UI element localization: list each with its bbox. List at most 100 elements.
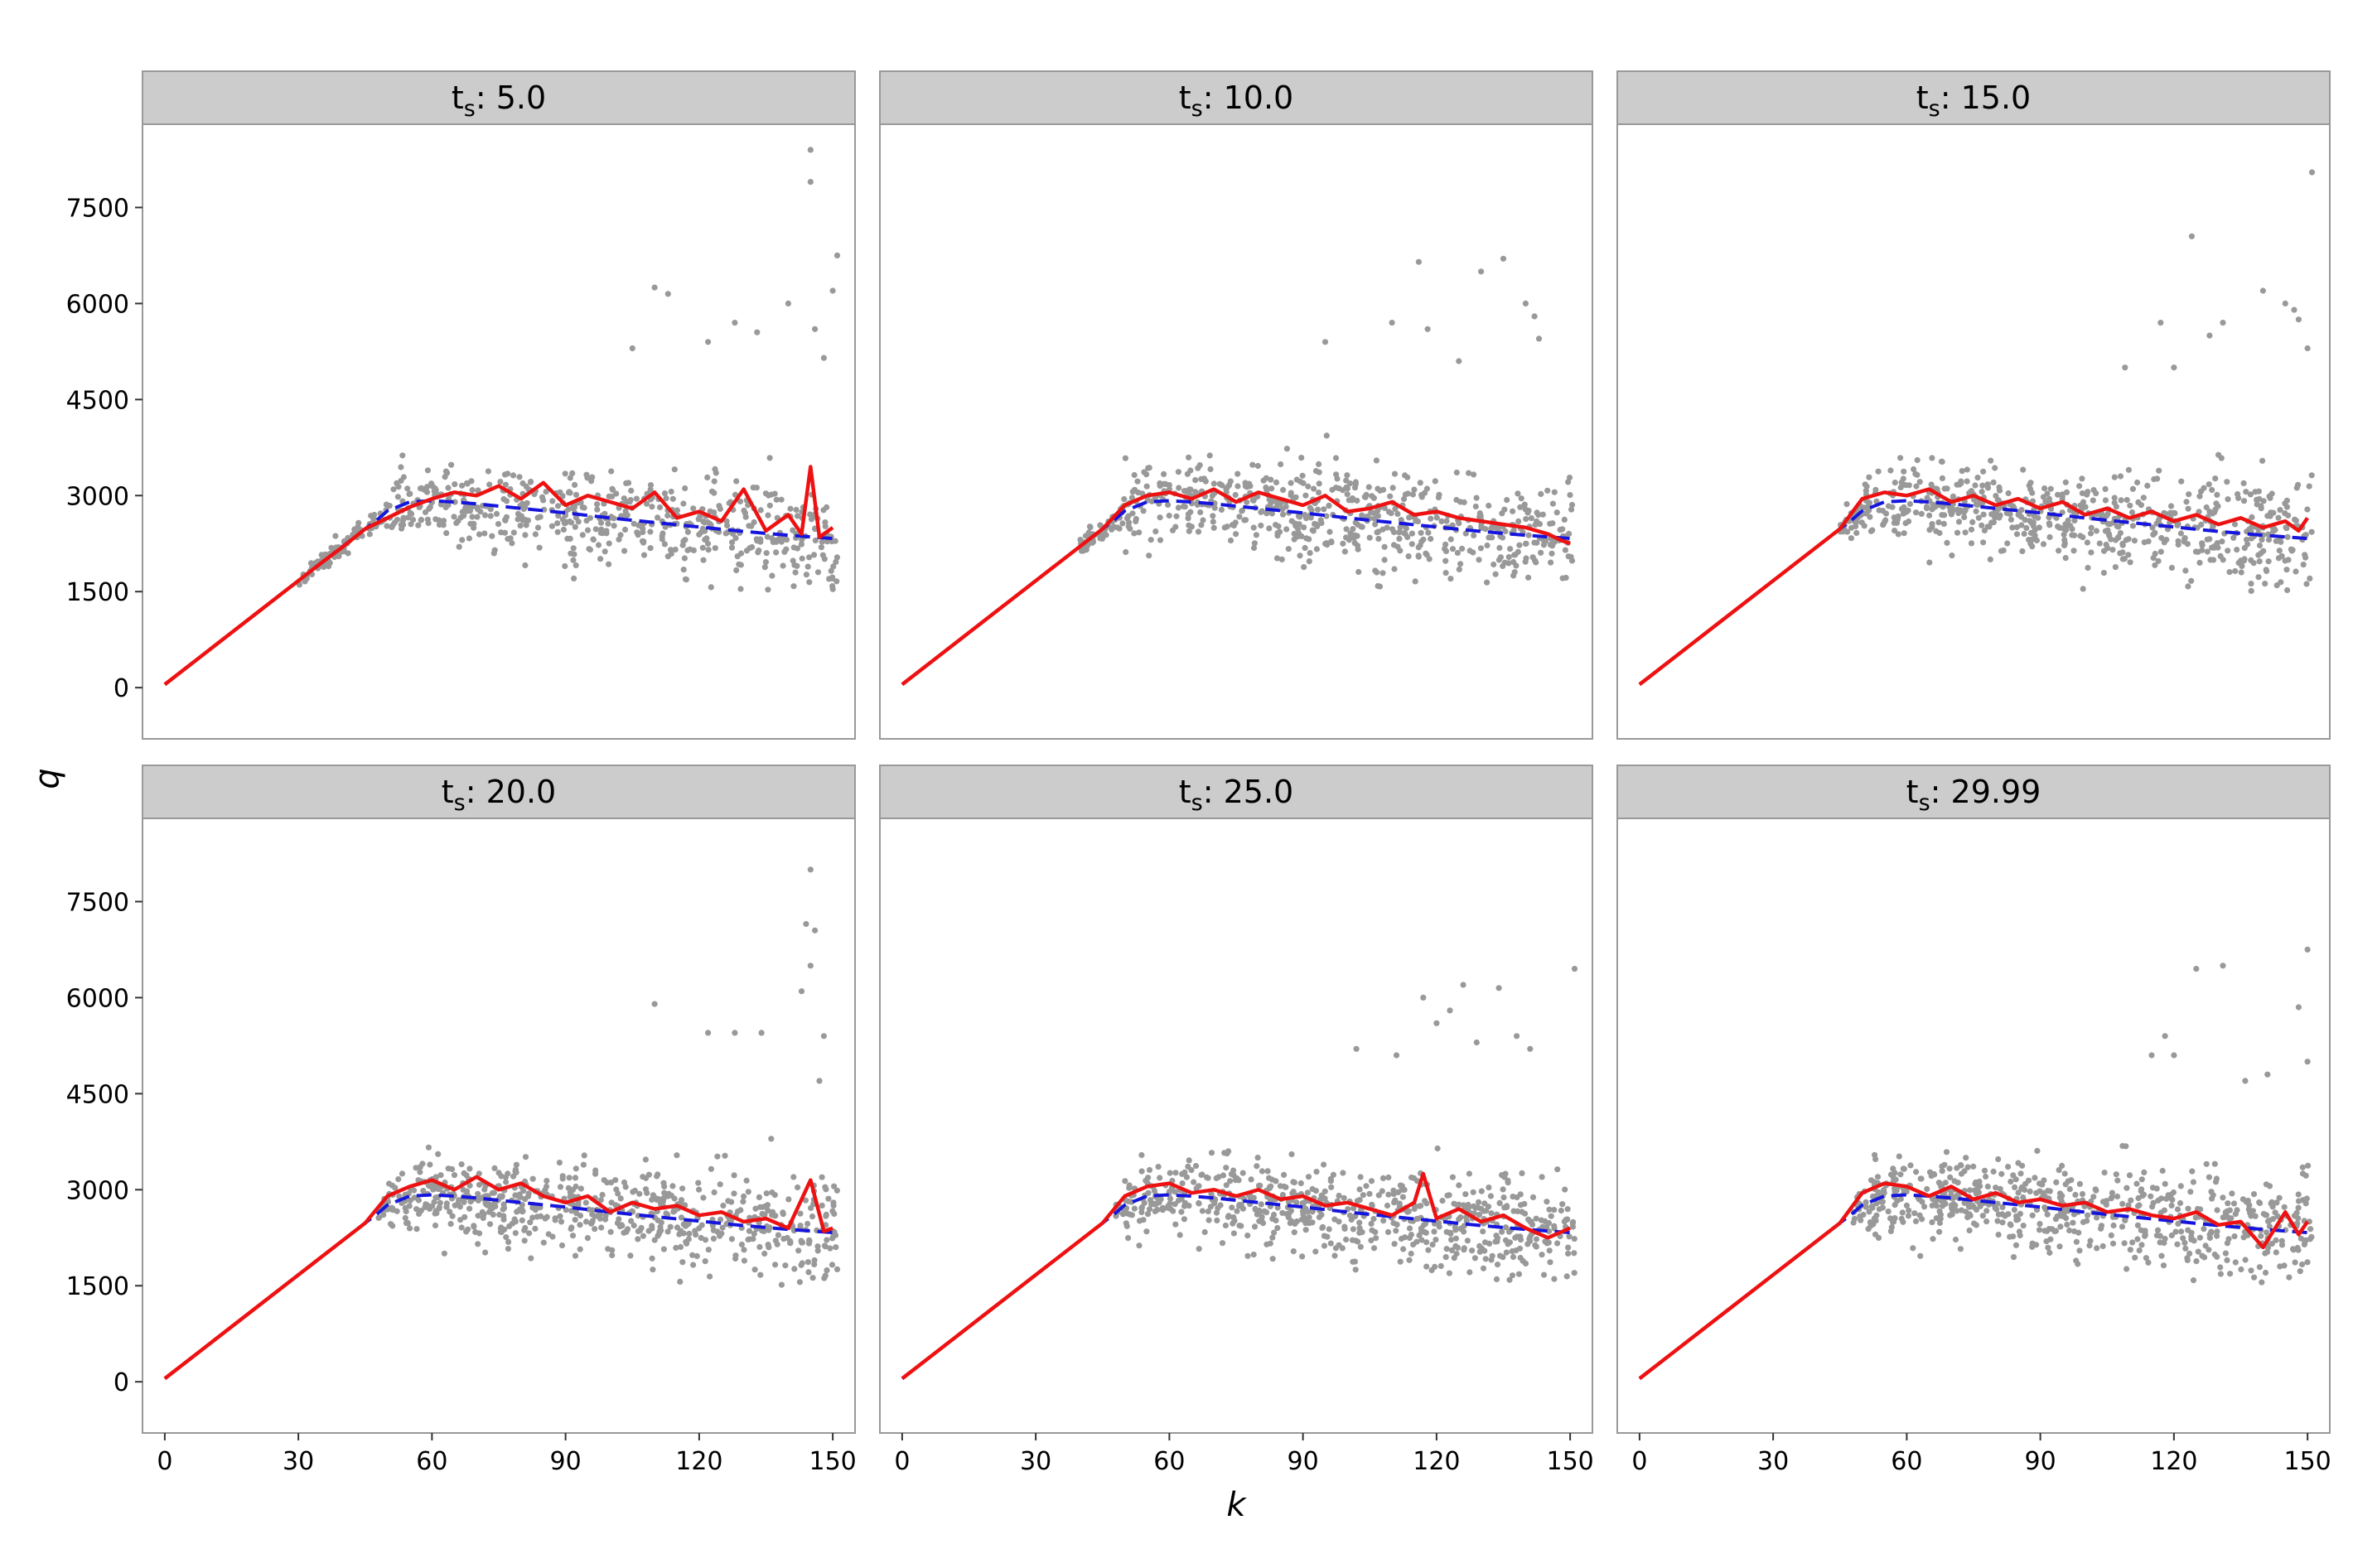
- scatter-point: [1089, 539, 1096, 546]
- scatter-point: [2295, 1215, 2302, 1222]
- scatter-point: [1328, 1184, 1335, 1190]
- facet-strip: [142, 765, 856, 819]
- scatter-point: [1198, 1171, 1205, 1179]
- scatter-point: [2123, 537, 2129, 543]
- scatter-point: [1408, 530, 1415, 537]
- scatter-point: [1344, 485, 1350, 492]
- scatter-point: [1456, 566, 1462, 573]
- scatter-point: [2281, 1204, 2288, 1210]
- scatter-point: [501, 1226, 508, 1233]
- scatter-point: [1939, 512, 1945, 519]
- scatter-point: [1368, 1178, 1375, 1184]
- scatter-point: [472, 1228, 479, 1235]
- scatter-point: [2307, 1226, 2314, 1233]
- scatter-point: [728, 1236, 736, 1242]
- scatter-point: [592, 1226, 598, 1233]
- scatter-point: [2248, 1213, 2254, 1219]
- scatter-point: [1449, 546, 1457, 552]
- scatter-point: [1517, 504, 1524, 510]
- scatter-point: [1301, 524, 1307, 531]
- scatter-point: [1895, 513, 1901, 520]
- scatter-point: [2285, 512, 2292, 519]
- scatter-point: [2134, 1203, 2142, 1209]
- panel-border: [879, 123, 1593, 740]
- scatter-point: [2240, 1234, 2247, 1241]
- scatter-point: [1414, 1215, 1421, 1223]
- scatter-point: [2086, 1242, 2093, 1249]
- scatter-point: [806, 1238, 813, 1244]
- scatter-point: [2046, 533, 2053, 541]
- scatter-point: [1249, 497, 1256, 504]
- scatter-point: [2134, 479, 2141, 486]
- scatter-point: [1291, 1229, 1297, 1236]
- scatter-point: [2141, 539, 2148, 546]
- scatter-point: [1980, 539, 1987, 546]
- scatter-point: [2019, 548, 2026, 555]
- scatter-point: [1343, 526, 1350, 533]
- scatter-point-outlier: [664, 291, 671, 297]
- scatter-point: [659, 533, 665, 539]
- scatter-point: [1405, 553, 1412, 560]
- scatter-point: [2183, 499, 2190, 505]
- scatter-point: [1346, 497, 1352, 504]
- scatter-point-outlier: [2122, 364, 2128, 371]
- scatter-point: [2218, 455, 2225, 461]
- scatter-point: [2229, 1190, 2235, 1197]
- scatter-point: [1198, 522, 1205, 528]
- scatter-point-outlier: [2291, 306, 2297, 313]
- scatter-point: [768, 491, 775, 498]
- strip-label-value: : 20.0: [466, 774, 557, 810]
- scatter-point: [2283, 524, 2289, 531]
- scatter-point: [2065, 517, 2071, 523]
- scatter-point: [1549, 500, 1556, 507]
- scatter-point: [1913, 509, 1920, 516]
- scatter-point: [704, 474, 711, 481]
- x-tick-label: 30: [283, 1447, 314, 1476]
- scatter-point: [1438, 518, 1445, 525]
- scatter-point: [642, 1186, 650, 1193]
- scatter-point: [1178, 1209, 1185, 1215]
- scatter-point: [584, 1235, 592, 1242]
- scatter-point: [2169, 1196, 2176, 1203]
- scatter-point: [417, 1169, 423, 1175]
- scatter-point: [1510, 1253, 1517, 1261]
- empirical-line: [1638, 1181, 2309, 1381]
- scatter-point: [503, 1234, 510, 1241]
- scatter-point: [1277, 1183, 1283, 1189]
- scatter-point: [416, 1210, 423, 1218]
- scatter-point: [2061, 540, 2068, 547]
- scatter-point: [1146, 1206, 1153, 1213]
- scatter-point: [2180, 1235, 2186, 1242]
- scatter-point: [424, 467, 432, 474]
- scatter-point: [664, 1228, 671, 1235]
- scatter-point: [1848, 524, 1855, 531]
- scatter-point: [1900, 1165, 1906, 1172]
- scatter-point: [1464, 1238, 1471, 1244]
- scatter-point-outlier: [1495, 985, 1502, 991]
- scatter-point: [1515, 1271, 1523, 1277]
- scatter-point: [1288, 1151, 1295, 1158]
- scatter-point: [1504, 497, 1510, 504]
- scatter-point: [1146, 465, 1152, 471]
- scatter-point: [2118, 497, 2124, 504]
- scatter-point: [1500, 1186, 1506, 1193]
- scatter-point: [1380, 486, 1387, 493]
- scatter-point: [1910, 1245, 1916, 1252]
- scatter-point: [1333, 471, 1340, 478]
- scatter-point: [475, 506, 481, 513]
- scatter-point-outlier: [1531, 313, 1538, 320]
- scatter-point: [1258, 509, 1264, 515]
- scatter-points: [1113, 966, 1578, 1283]
- scatter-point: [2128, 1197, 2134, 1204]
- scatter-point: [797, 1223, 804, 1229]
- scatter-point: [1979, 482, 1986, 489]
- strip-label-main: t: [442, 774, 454, 810]
- scatter-point: [2227, 1271, 2234, 1277]
- scatter-point: [1523, 516, 1529, 523]
- scatter-point: [822, 519, 829, 526]
- scatter-point: [1122, 1178, 1128, 1184]
- scatter-point: [505, 536, 511, 543]
- scatter-point: [1148, 537, 1154, 543]
- scatter-point: [1534, 539, 1540, 546]
- scatter-point: [647, 482, 655, 489]
